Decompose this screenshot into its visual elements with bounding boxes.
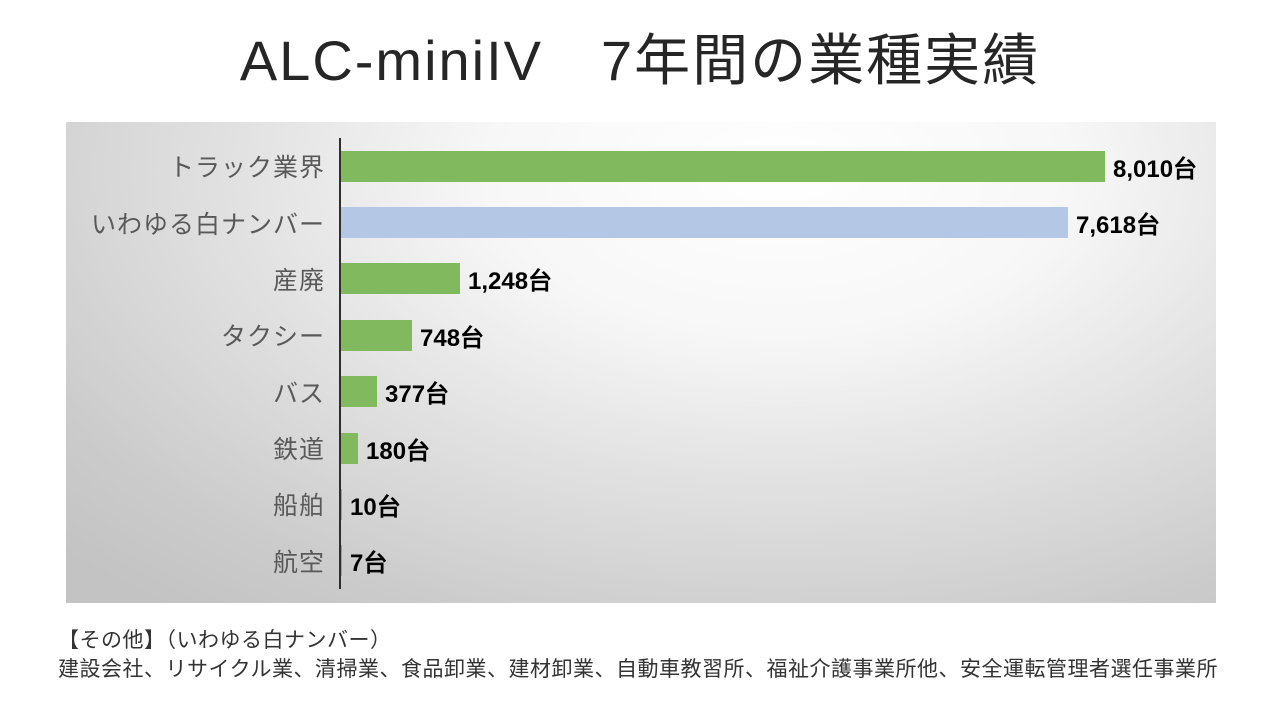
bar	[341, 207, 1068, 239]
category-label: 鉄道	[272, 436, 325, 465]
category-axis-line	[339, 138, 341, 589]
bar-row: トラック業界 8,010台	[66, 138, 1216, 194]
category-label: タクシー	[220, 323, 325, 352]
bar-row: 産廃 1,248台	[66, 251, 1216, 307]
bar-row: 鉄道 180台	[66, 420, 1216, 476]
footnote-line-2: 建設会社、リサイクル業、清掃業、食品卸業、建材卸業、自動車教習所、福祉介護事業所…	[58, 658, 1218, 681]
bar	[341, 263, 460, 295]
category-label: 航空	[272, 548, 325, 577]
category-label: 船舶	[272, 492, 325, 521]
bar-row: タクシー 748台	[66, 307, 1216, 363]
footnote: 【その他】（いわゆる白ナンバー） 建設会社、リサイクル業、清掃業、食品卸業、建材…	[58, 626, 1228, 684]
category-label: トラック業界	[168, 154, 325, 183]
bar	[341, 432, 358, 464]
category-label: バス	[272, 379, 325, 408]
bar-row: バス 377台	[66, 364, 1216, 420]
bar-area: 748台	[341, 307, 1216, 363]
value-label: 748台	[420, 324, 485, 352]
bar	[341, 545, 342, 577]
category-label: いわゆる白ナンバー	[90, 210, 325, 239]
value-label: 7台	[350, 550, 388, 578]
bar-area: 1,248台	[341, 251, 1216, 307]
value-label: 377台	[385, 381, 450, 409]
bar-row: 船舶 10台	[66, 476, 1216, 532]
bar-chart: トラック業界 8,010台 いわゆる白ナンバー 7,618台 産廃 1,248台…	[66, 122, 1216, 603]
category-label: 産廃	[272, 266, 325, 295]
value-label: 1,248台	[468, 268, 553, 296]
chart-title: ALC-miniIV 7年間の業種実績	[239, 29, 1041, 92]
bar-area: 180台	[341, 420, 1216, 476]
bar-area: 10台	[341, 476, 1216, 532]
bar-area: 377台	[341, 364, 1216, 420]
value-label: 7,618台	[1076, 212, 1161, 240]
bar-area: 7台	[341, 533, 1216, 589]
bar	[341, 319, 412, 351]
bar	[341, 376, 377, 408]
bar-row: いわゆる白ナンバー 7,618台	[66, 194, 1216, 250]
value-label: 8,010台	[1113, 155, 1198, 183]
value-label: 10台	[350, 493, 401, 521]
bar	[341, 150, 1105, 182]
value-label: 180台	[366, 437, 431, 465]
footnote-line-1: 【その他】（いわゆる白ナンバー）	[58, 629, 392, 652]
bar-area: 8,010台	[341, 138, 1216, 194]
bar-area: 7,618台	[341, 194, 1216, 250]
bar-rows-container: トラック業界 8,010台 いわゆる白ナンバー 7,618台 産廃 1,248台…	[66, 138, 1216, 589]
bar-row: 航空 7台	[66, 533, 1216, 589]
bar	[341, 488, 342, 520]
